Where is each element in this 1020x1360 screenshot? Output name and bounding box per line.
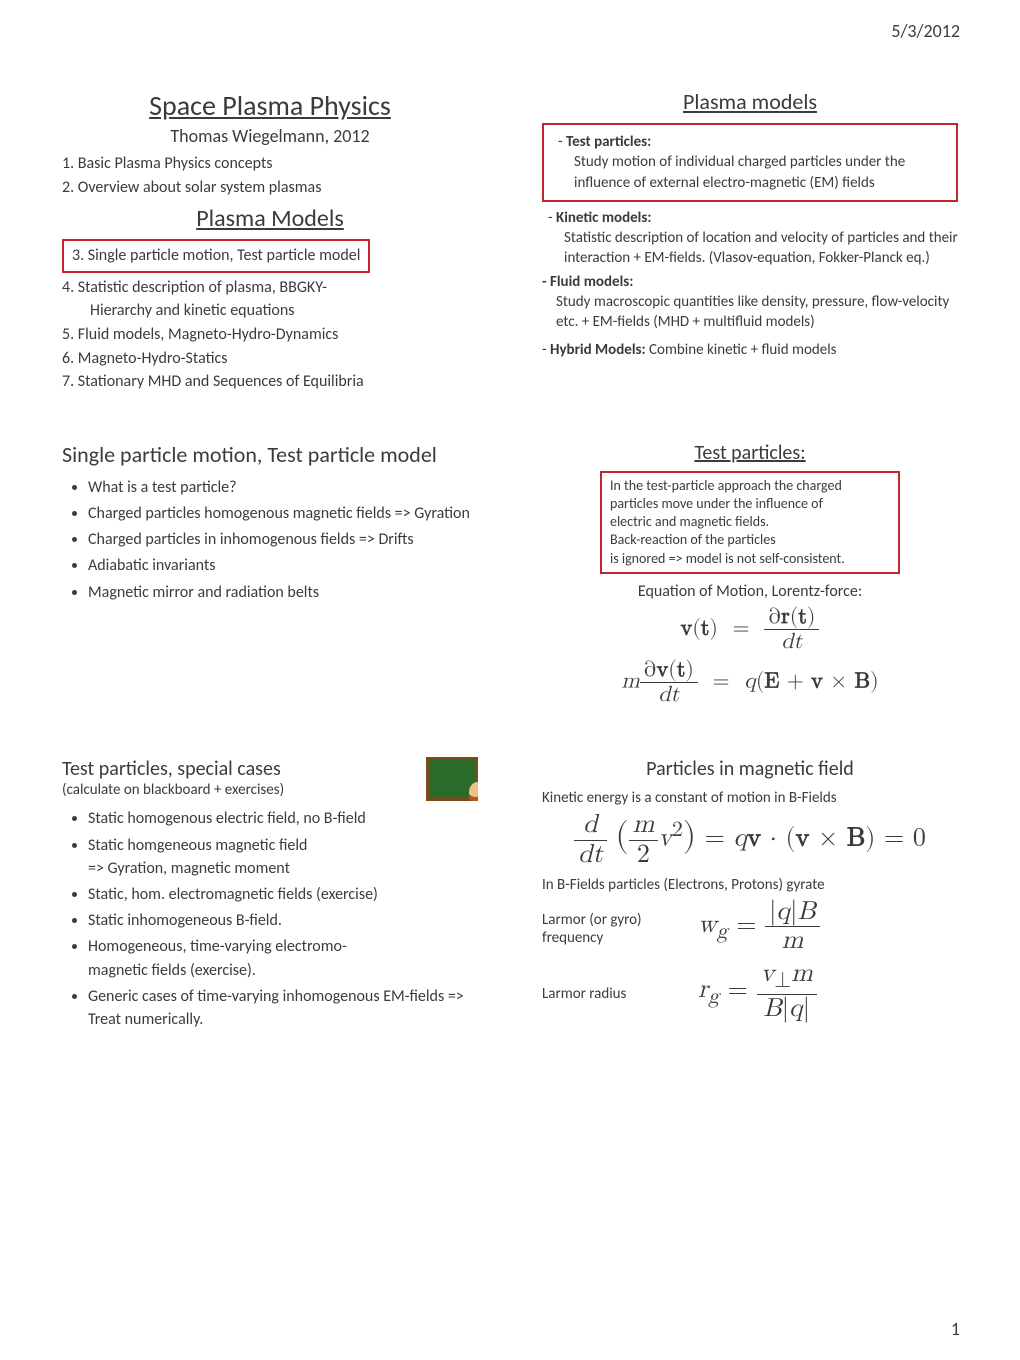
text-line: In B-Fields particles (Electrons, Proton… — [542, 876, 958, 894]
equation-gyroradius: rg = v⊥mB|q| — [698, 960, 817, 1024]
hybrid-block: - Hybrid Models: Combine kinetic + fluid… — [542, 340, 958, 360]
title: Plasma models — [542, 88, 958, 115]
larmor-freq-row: Larmor (or gyro) frequency wg = |q|Bm — [542, 898, 958, 956]
equation-caption: Equation of Motion, Lorentz-force: — [542, 582, 958, 601]
title: Particles in magnetic field — [542, 757, 958, 781]
definition-box: In the test-particle approach the charge… — [600, 471, 900, 574]
equation-gyrofreq: wg = |q|Bm — [698, 898, 820, 956]
list-item: Magnetic mirror and radiation belts — [88, 581, 478, 604]
test-particles-box: Test particles: Study motion of individu… — [542, 123, 958, 202]
list-item: 5. Fluid models, Magneto-Hydro-Dynamics — [62, 324, 478, 346]
page: 5/3/2012 1 Space Plasma Physics Thomas W… — [0, 0, 1020, 1360]
list-item: Charged particles homogenous magnetic fi… — [88, 502, 478, 525]
title: Test particles: — [542, 441, 958, 465]
list-item: Kinetic models: Statistic description of… — [548, 208, 958, 269]
bullet-list: What is a test particle? Charged particl… — [62, 476, 478, 604]
larmor-radius-row: Larmor radius rg = v⊥mB|q| — [542, 960, 958, 1024]
box-line: particles move under the influence of — [610, 495, 890, 513]
box-line: electric and magnetic fields. — [610, 513, 890, 531]
label: Larmor radius — [542, 985, 672, 1003]
list-item: 6. Magneto-Hydro-Statics — [62, 348, 478, 370]
list-item: Generic cases of time-varying inhomogeno… — [88, 985, 478, 1031]
equation-kinetic-energy: ddt (m2v2) = qv · (v × B) = 0 — [542, 811, 958, 869]
list-item: Static, hom. electromagnetic fields (exe… — [88, 883, 478, 906]
fluid-block: - Fluid models: Study macroscopic quanti… — [542, 272, 958, 333]
list-item: 2. Overview about solar system plasmas — [62, 177, 478, 199]
subtitle: Thomas Wiegelmann, 2012 — [62, 125, 478, 147]
item-head: Test particles: — [566, 133, 651, 151]
slide-top-right: Plasma models Test particles: Study moti… — [530, 80, 970, 403]
text-line: Kinetic energy is a constant of motion i… — [542, 789, 958, 807]
box-line: is ignored => model is not self-consiste… — [610, 550, 890, 568]
list-item: 4. Statistic description of plasma, BBGK… — [62, 277, 478, 299]
list-item: Static inhomogeneous B-field. — [88, 909, 478, 932]
item-body: Statistic description of location and ve… — [548, 228, 958, 269]
outline-list: 3. Single particle motion, Test particle… — [62, 237, 478, 393]
subtitle: (calculate on blackboard + exercises) — [62, 781, 478, 799]
item-head: Kinetic models: — [556, 209, 652, 227]
slide-bot-left: Test particles, special cases (calculate… — [50, 749, 490, 1045]
slide-bot-right: Particles in magnetic field Kinetic ener… — [530, 749, 970, 1045]
highlighted-item: 3. Single particle motion, Test particle… — [62, 239, 370, 273]
outline-list: 1. Basic Plasma Physics concepts 2. Over… — [62, 153, 478, 198]
dash-list: Kinetic models: Statistic description of… — [542, 208, 958, 269]
list-item: 7. Stationary MHD and Sequences of Equil… — [62, 371, 478, 393]
equation-lorentz: m∂v(t)dt = q(E + v × B) — [542, 658, 958, 707]
title: Space Plasma Physics — [62, 88, 478, 123]
item-head: - Fluid models: — [542, 273, 633, 291]
slide-grid: Space Plasma Physics Thomas Wiegelmann, … — [50, 80, 970, 1045]
chalkboard-icon — [426, 757, 478, 801]
list-item: What is a test particle? — [88, 476, 478, 499]
item-body: Study macroscopic quantities like densit… — [542, 292, 958, 333]
page-date: 5/3/2012 — [891, 20, 960, 42]
list-item: Static homogenous electric field, no B-f… — [88, 807, 478, 830]
title: Test particles, special cases — [62, 757, 478, 781]
list-item: Static homgeneous magnetic field => Gyra… — [88, 834, 478, 880]
box-line: Back-reaction of the particles — [610, 531, 890, 549]
title: Single particle motion, Test particle mo… — [62, 441, 478, 468]
label: Larmor (or gyro) frequency — [542, 911, 672, 947]
slide-mid-right: Test particles: In the test-particle app… — [530, 433, 970, 720]
slide-mid-left: Single particle motion, Test particle mo… — [50, 433, 490, 720]
box-line: In the test-particle approach the charge… — [610, 477, 890, 495]
list-item: Charged particles in inhomogenous fields… — [88, 528, 478, 551]
list-item: Homogeneous, time-varying electromo- mag… — [88, 935, 478, 981]
list-item: 1. Basic Plasma Physics concepts — [62, 153, 478, 175]
item-text: - Hybrid Models: Combine kinetic + fluid… — [542, 341, 837, 359]
slide-top-left: Space Plasma Physics Thomas Wiegelmann, … — [50, 80, 490, 403]
list-item: Adiabatic invariants — [88, 554, 478, 577]
page-number: 1 — [951, 1318, 960, 1340]
list-item-cont: Hierarchy and kinetic equations — [62, 300, 478, 322]
list-item: Test particles: Study motion of individu… — [558, 132, 948, 193]
section-heading: Plasma Models — [62, 204, 478, 233]
dash-list: Test particles: Study motion of individu… — [552, 132, 948, 193]
equation-velocity: v(t) = ∂r(t)dt — [542, 605, 958, 654]
bullet-list: Static homogenous electric field, no B-f… — [62, 807, 478, 1031]
item-body: Study motion of individual charged parti… — [558, 152, 948, 193]
